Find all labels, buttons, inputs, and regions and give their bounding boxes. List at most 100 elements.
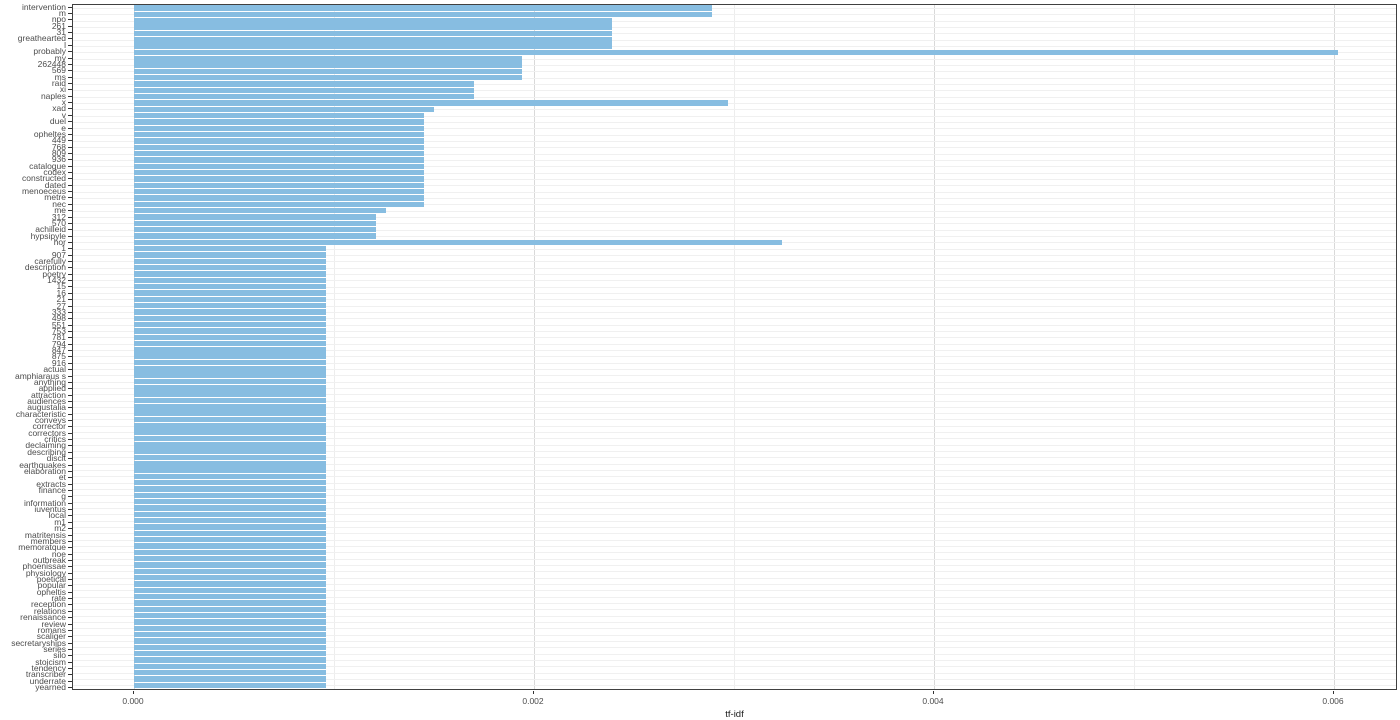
bar-row [73,486,1396,492]
bar-row [73,56,1396,62]
bar [134,555,326,562]
bar [134,18,612,24]
y-tick-mark [68,432,72,434]
y-gridline [73,103,1396,105]
y-axis-label: 768 [51,141,66,152]
bar-row [73,467,1396,473]
y-gridline [73,286,1396,288]
y-tick-mark [68,292,72,294]
y-axis-label: transcriber [25,669,66,680]
bar-row [73,68,1396,75]
bar-row [73,448,1396,454]
bar [134,473,326,480]
y-axis-label: v [61,109,66,120]
y-tick-mark [68,668,72,670]
bar-row [73,277,1396,283]
bar [134,138,424,144]
bar [134,366,326,372]
bar [134,385,326,391]
y-tick-mark [68,108,72,110]
y-axis-label: opheltis [36,586,66,597]
y-gridline [73,482,1396,484]
y-axis-row: description [0,262,72,273]
bar-row [73,650,1396,657]
y-axis-label: description [24,262,66,273]
y-axis-row: 1432 [0,276,72,284]
bar-row [73,423,1396,429]
y-tick-mark [68,51,72,53]
bar [134,663,326,669]
y-axis-label: raid [51,77,66,88]
y-axis-label: physiology [25,567,66,578]
y-gridline [73,659,1396,661]
bar-row [73,340,1396,347]
y-axis-label: et [58,472,66,483]
y-axis-label: poetry [42,268,66,279]
y-axis-label: e [61,122,66,133]
y-tick-mark [68,127,72,129]
y-tick-mark [68,642,72,644]
x-tick-mark [533,691,534,694]
y-gridline [73,318,1396,320]
bar [134,144,424,151]
y-tick-mark [68,184,72,186]
bar [134,581,326,587]
y-axis-row: raid [0,77,72,88]
y-tick-mark [68,152,72,154]
y-gridline [73,476,1396,478]
y-axis-row: 16 [0,289,72,297]
y-axis-label: poetical [36,574,66,585]
y-axis-row: nec [0,200,72,208]
y-gridline [73,520,1396,522]
bar-row [73,233,1396,239]
bar [134,309,326,315]
y-axis-row: 936 [0,155,72,164]
bar-row [73,62,1396,68]
y-axis-row: outbreak [0,556,72,564]
bar [134,631,326,638]
y-gridline [73,261,1396,263]
y-tick-mark [68,674,72,676]
y-axis-row: actual [0,365,72,373]
y-gridline [73,46,1396,48]
y-gridline [73,273,1396,275]
bar-row [73,638,1396,644]
y-gridline [73,634,1396,636]
y-axis-label: 907 [51,249,66,260]
bar-row [73,404,1396,410]
y-gridline [73,141,1396,143]
bar-row [73,492,1396,499]
y-axis-label: memoratque [18,542,66,553]
y-axis-label: extracts [36,478,66,489]
bar-row [73,461,1396,467]
y-tick-mark [68,146,72,148]
y-axis-row: l [0,41,72,49]
y-axis-row: renaissance [0,613,72,621]
y-axis-row: amphiaraus s [0,371,72,380]
bar-row [73,106,1396,113]
bar [134,125,424,132]
y-axis-label: 261 [51,20,66,31]
y-gridline [73,609,1396,611]
y-tick-mark [68,515,72,517]
y-axis-label: 498 [51,313,66,324]
y-axis-row: e [0,122,72,133]
bar-row [73,587,1396,594]
y-axis-row: elaboration [0,467,72,475]
y-tick-mark [68,623,72,625]
bar [134,524,326,530]
y-axis-row: iuventus [0,505,72,513]
bar-row [73,144,1396,151]
y-gridline [73,387,1396,389]
bar-row [73,631,1396,638]
y-tick-mark [68,477,72,479]
y-axis-row: transcriber [0,669,72,680]
y-gridline [73,179,1396,181]
bar-row [73,245,1396,252]
y-axis-row: greathearted [0,34,72,43]
y-axis-row: hor [0,238,72,246]
bar [134,461,326,467]
bar-row [73,252,1396,258]
y-gridline [73,381,1396,383]
bar [134,119,424,125]
